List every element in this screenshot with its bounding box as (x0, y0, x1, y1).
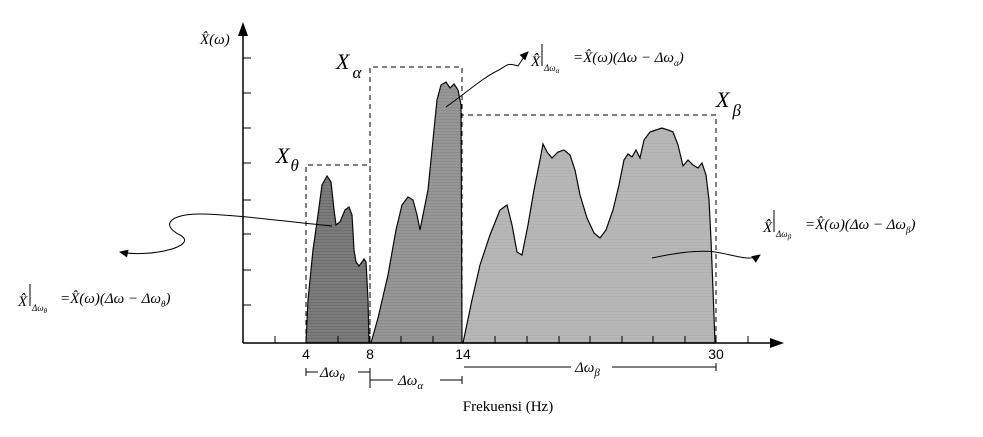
beta-band-box (461, 114, 717, 343)
x-tick-label-30: 30 (708, 346, 724, 362)
alpha-pointer-line (445, 51, 529, 108)
y-axis-label: X̂(ω) (199, 32, 230, 48)
svg-text:X̂̂: X̂̂ (530, 54, 541, 70)
svg-text:=X̂(ω)(Δω − Δωθ): =X̂(ω)(Δω − Δωθ) (60, 291, 170, 309)
alpha-equation: X̂̂ Δωα =X̂(ω)(Δω − Δωα) (530, 44, 684, 75)
band-width-brackets (305, 363, 717, 388)
y-ticks (243, 57, 251, 306)
beta-pointer-line (651, 250, 761, 263)
theta-width-label: Δωθ (319, 365, 345, 384)
x-tick-label-14: 14 (455, 346, 471, 362)
alpha-width-label: Δωα (397, 373, 423, 392)
svg-text:X̂̂: X̂̂ (762, 220, 773, 236)
svg-text:Δωθ: Δωθ (31, 303, 48, 315)
band-boundaries (305, 66, 717, 343)
y-axis-arrow (238, 22, 248, 36)
theta-band-box (305, 164, 371, 343)
svg-text:Δωβ: Δωβ (775, 229, 792, 241)
theta-pointer-line (119, 213, 333, 258)
x-axis-label: Frekuensi (Hz) (463, 399, 553, 415)
theta-equation: X̂̂ Δωθ =X̂(ω)(Δω − Δωθ) (17, 284, 170, 315)
x-tick-label-8: 8 (366, 346, 374, 362)
x-axis-arrow (770, 338, 784, 348)
svg-text:X̂̂: X̂̂ (17, 294, 28, 310)
svg-text:Δωα: Δωα (543, 63, 560, 75)
beta-equation: X̂̂ Δωβ =X̂(ω)(Δω − Δωβ) (762, 210, 916, 241)
svg-text:=X̂(ω)(Δω − Δωβ): =X̂(ω)(Δω − Δωβ) (805, 217, 916, 235)
x-theta-label: Xθ (275, 143, 299, 175)
x-tick-label-4: 4 (302, 346, 310, 362)
svg-text:=X̂(ω)(Δω − Δωα): =X̂(ω)(Δω − Δωα) (573, 50, 684, 68)
beta-width-label: Δωβ (574, 360, 600, 379)
x-ticks (274, 336, 749, 343)
